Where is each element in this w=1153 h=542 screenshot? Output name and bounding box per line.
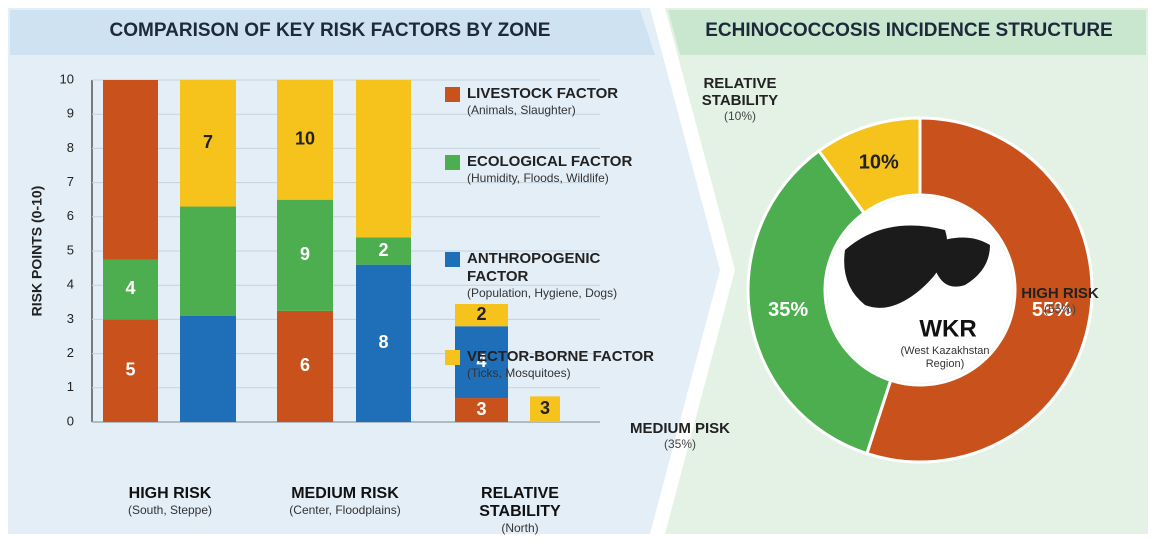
category-name: MEDIUM RISK: [255, 485, 435, 503]
slice-callout: RELATIVE STABILITY(10%): [685, 75, 795, 123]
segment-label: 3: [476, 399, 486, 419]
y-tick-label: 6: [67, 208, 74, 223]
bar-segment: [180, 207, 236, 316]
bar-segment: [180, 316, 236, 422]
segment-label: 7: [203, 132, 213, 152]
y-tick-label: 4: [67, 277, 74, 292]
category-detail: (South, Steppe): [80, 503, 260, 517]
slice-name: MEDIUM PISK: [625, 420, 735, 437]
legend-detail: (Humidity, Floods, Wildlife): [467, 171, 660, 185]
segment-label: 9: [300, 244, 310, 264]
y-axis-title: RISK POINTS (0-10): [29, 186, 45, 317]
legend-item: ECOLOGICAL FACTOR(Humidity, Floods, Wild…: [445, 153, 660, 185]
legend-detail: (Population, Hygiene, Dogs): [467, 286, 620, 300]
y-tick-label: 8: [67, 140, 74, 155]
slice-callout-detail: (55%): [1005, 302, 1115, 316]
slice-name: RELATIVE STABILITY: [685, 75, 795, 109]
slice-callout-detail: (10%): [685, 109, 795, 123]
legend-detail: (Animals, Slaughter): [467, 103, 660, 117]
legend-swatch: [445, 350, 460, 365]
y-tick-label: 1: [67, 379, 74, 394]
legend-item: VECTOR-BORNE FACTOR(Ticks, Mosquitoes): [445, 348, 660, 380]
segment-label: 5: [125, 359, 135, 379]
category-name: HIGH RISK: [80, 485, 260, 503]
segment-label: 8: [378, 332, 388, 352]
legend-item: LIVESTOCK FACTOR(Animals, Slaughter): [445, 85, 660, 117]
category-detail: (Center, Floodplains): [255, 503, 435, 517]
segment-label: 6: [300, 355, 310, 375]
slice-value-label: 10%: [859, 151, 899, 173]
legend-swatch: [445, 155, 460, 170]
y-tick-label: 3: [67, 311, 74, 326]
y-tick-label: 10: [60, 71, 74, 86]
y-tick-label: 9: [67, 106, 74, 121]
segment-label: 2: [378, 240, 388, 260]
bar-segment: [103, 80, 158, 260]
legend-label: LIVESTOCK FACTOR: [467, 85, 660, 103]
segment-label: 2: [476, 304, 486, 324]
y-tick-label: 5: [67, 242, 74, 257]
legend-item: ANTHROPOGENIC FACTOR(Population, Hygiene…: [445, 250, 620, 300]
segment-label: 4: [125, 278, 135, 298]
legend-label: VECTOR-BORNE FACTOR: [467, 348, 660, 366]
slice-callout-detail: (35%): [625, 437, 735, 451]
chart-title: ECHINOCOCCOSIS INCIDENCE STRUCTURE: [670, 20, 1148, 42]
category-label: RELATIVE STABILITY(North): [465, 485, 575, 535]
legend-label: ECOLOGICAL FACTOR: [467, 153, 660, 171]
y-tick-label: 2: [67, 345, 74, 360]
infographic: 0 1 2 3 4 5 6 7 8 9 10 RISK POINTS (0-10) 5 4 7 6 9 10 8 2 3…: [0, 0, 1153, 542]
slice-callout: HIGH RISK(55%): [1005, 285, 1115, 316]
segment-label: 3: [540, 398, 550, 418]
category-detail: (North): [465, 521, 575, 535]
legend-swatch: [445, 87, 460, 102]
category-label: HIGH RISK(South, Steppe): [80, 485, 260, 517]
slice-callout: MEDIUM PISK(35%): [625, 420, 735, 451]
slice-value-label: 35%: [768, 299, 808, 321]
center-subtitle-box: (West Kazakhstan Region): [885, 345, 1005, 385]
bar-segment: [356, 80, 411, 237]
slice-name: HIGH RISK: [1005, 285, 1115, 302]
legend-label: ANTHROPOGENIC FACTOR: [467, 250, 620, 286]
legend-detail: (Ticks, Mosquitoes): [467, 366, 660, 380]
y-tick-label: 7: [67, 174, 74, 189]
center-subtitle: (West Kazakhstan Region): [885, 345, 1005, 371]
y-tick-label: 0: [67, 413, 74, 428]
category-label: MEDIUM RISK(Center, Floodplains): [255, 485, 435, 517]
chart-title: COMPARISON OF KEY RISK FACTORS BY ZONE: [10, 20, 650, 42]
legend-swatch: [445, 252, 460, 267]
segment-label: 10: [295, 129, 315, 149]
category-name: RELATIVE STABILITY: [465, 485, 575, 521]
center-title: WKR: [919, 315, 976, 342]
